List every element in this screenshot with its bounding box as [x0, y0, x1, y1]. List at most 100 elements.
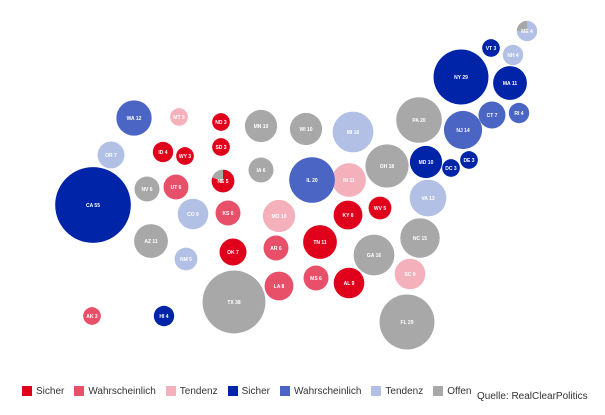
legend-swatch: [279, 386, 290, 396]
bubble-circle: [212, 138, 230, 156]
state-bubble-pa: PA 20: [396, 97, 442, 143]
bubble-circle: [170, 108, 188, 126]
legend-label: Sicher: [36, 385, 65, 397]
bubble-circle: [493, 66, 527, 100]
legend-item-d-likely: Wahrscheinlich: [74, 385, 156, 397]
legend-swatch: [165, 386, 176, 396]
bubble-label: MN 10: [254, 124, 269, 130]
bubble-circle: [442, 159, 460, 177]
bubble-circle: [219, 238, 247, 266]
bubble-label: OH 18: [380, 164, 395, 170]
bubble-circle: [289, 157, 335, 203]
state-bubble-dc: DC 3: [442, 159, 460, 177]
bubble-circle: [212, 113, 230, 131]
state-bubble-nc: NC 15: [400, 218, 440, 258]
state-bubble-hi: HI 4: [153, 305, 175, 327]
bubble-label: RI 4: [514, 111, 523, 117]
state-bubble-nj: NJ 14: [443, 110, 483, 150]
state-bubble-il: IL 20: [289, 157, 335, 203]
bubble-circle: [365, 144, 409, 188]
bubble-label: WI 10: [299, 127, 312, 133]
bubble-circle: [409, 179, 447, 217]
state-bubble-ak: AK 3: [83, 307, 101, 325]
legend-item-d-safe: Sicher: [22, 386, 64, 397]
bubble-split-segment: [516, 20, 527, 31]
bubble-circle: [215, 200, 241, 226]
legend: Sicher Wahrscheinlich Tendenz Sicher Wah…: [22, 384, 482, 398]
bubble-circle: [97, 141, 125, 169]
bubble-label: TX 38: [227, 300, 241, 306]
state-bubble-va: VA 13: [409, 179, 447, 217]
bubble-label: AZ 11: [144, 239, 158, 245]
bubble-label: ND 3: [215, 120, 227, 126]
legend-swatch: [22, 386, 32, 396]
bubble-label: MD 10: [419, 160, 434, 166]
state-bubble-ok: OK 7: [219, 238, 247, 266]
bubble-label: OR 7: [105, 153, 117, 159]
state-bubble-sd: SD 3: [212, 138, 230, 156]
bubble-circle: [482, 39, 500, 57]
bubble-circle: [478, 101, 506, 129]
bubble-circle: [176, 147, 194, 165]
state-bubble-tn: TN 11: [303, 225, 337, 259]
state-bubble-wv: WV 5: [368, 196, 392, 220]
bubble-label: LA 8: [274, 284, 285, 290]
bubble-label: NC 15: [413, 236, 427, 242]
bubble-label: SC 9: [404, 272, 415, 278]
bubble-label: MS 6: [310, 276, 322, 282]
legend-label: Wahrscheinlich: [88, 385, 156, 397]
legend-swatch: [433, 386, 444, 396]
bubble-circle: [116, 100, 152, 136]
bubble-label: NV 6: [141, 187, 152, 193]
bubble-label: CO 9: [187, 212, 199, 218]
state-bubble-ny: NY 29: [433, 49, 489, 105]
state-bubble-or: OR 7: [97, 141, 125, 169]
bubble-circle: [163, 174, 189, 200]
bubble-circle: [262, 199, 296, 233]
bubble-circle: [400, 218, 440, 258]
bubble-circle: [153, 305, 175, 327]
bubble-circle: [134, 224, 168, 258]
bubble-label: AR 6: [270, 246, 282, 252]
state-bubble-co: CO 9: [177, 198, 209, 230]
state-bubble-ne: NE 5: [211, 169, 235, 193]
bubble-circle: [508, 102, 530, 124]
state-bubble-ms: MS 6: [303, 265, 329, 291]
bubble-label: VA 13: [421, 196, 435, 202]
state-bubble-ga: GA 16: [353, 234, 395, 276]
state-bubble-ma: MA 11: [493, 66, 527, 100]
bubble-circle: [248, 157, 274, 183]
bubble-circle: [333, 267, 365, 299]
bubble-label: NH 4: [507, 53, 519, 59]
bubble-split-segment: [212, 169, 223, 181]
bubble-label: OK 7: [227, 250, 239, 256]
legend-swatch: [371, 386, 382, 396]
bubble-circle: [353, 234, 395, 276]
bubble-circle: [332, 111, 374, 153]
bubble-circle: [368, 196, 392, 220]
bubble-label: ME 4: [521, 29, 533, 35]
bubble-label: HI 4: [159, 314, 168, 320]
bubble-label: PA 20: [412, 118, 426, 124]
state-bubble-id: ID 4: [152, 141, 174, 163]
bubble-label: NM 5: [180, 257, 192, 263]
bubble-label: IL 20: [306, 178, 318, 184]
bubble-circle: [177, 198, 209, 230]
state-bubble-ut: UT 6: [163, 174, 189, 200]
bubble-label: WV 5: [374, 206, 386, 212]
bubble-label: SD 3: [215, 145, 226, 151]
bubble-circle: [409, 145, 443, 179]
state-bubble-nd: ND 3: [212, 113, 230, 131]
state-bubble-az: AZ 11: [134, 224, 168, 258]
legend-swatch: [227, 386, 238, 396]
bubble-label: DE 3: [463, 158, 474, 164]
state-bubble-mo: MO 10: [262, 199, 296, 233]
bubble-circle: [152, 141, 174, 163]
state-bubble-ct: CT 7: [478, 101, 506, 129]
bubble-circle: [134, 176, 160, 202]
bubble-label: WA 12: [127, 116, 142, 122]
legend-swatch: [74, 386, 85, 396]
state-bubble-in: IN 11: [332, 163, 366, 197]
bubble-label: TN 11: [313, 240, 327, 246]
state-bubble-ia: IA 6: [248, 157, 274, 183]
